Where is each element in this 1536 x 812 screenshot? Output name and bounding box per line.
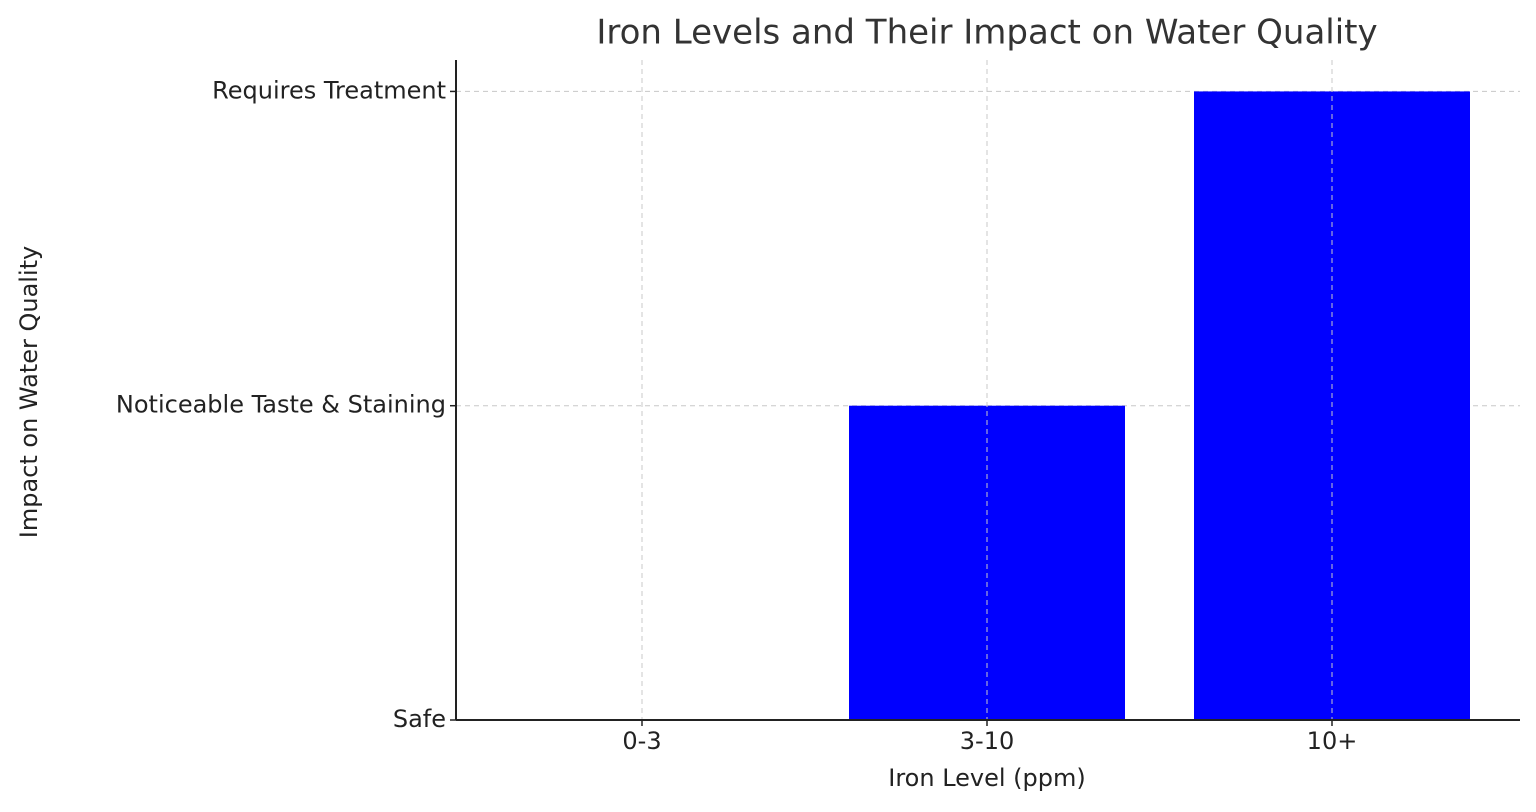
x-tick-label: 10+ [1307, 727, 1358, 755]
y-tick-label: Requires Treatment [212, 76, 446, 104]
x-tick-label: 3-10 [960, 727, 1014, 755]
x-tick-label: 0-3 [622, 727, 661, 755]
x-axis-label: Iron Level (ppm) [888, 764, 1086, 792]
y-tick-label: Safe [393, 705, 446, 733]
chart-title: Iron Levels and Their Impact on Water Qu… [596, 13, 1377, 53]
y-axis-label: Impact on Water Quality [15, 246, 43, 539]
y-tick-label: Noticeable Taste & Staining [116, 391, 446, 419]
